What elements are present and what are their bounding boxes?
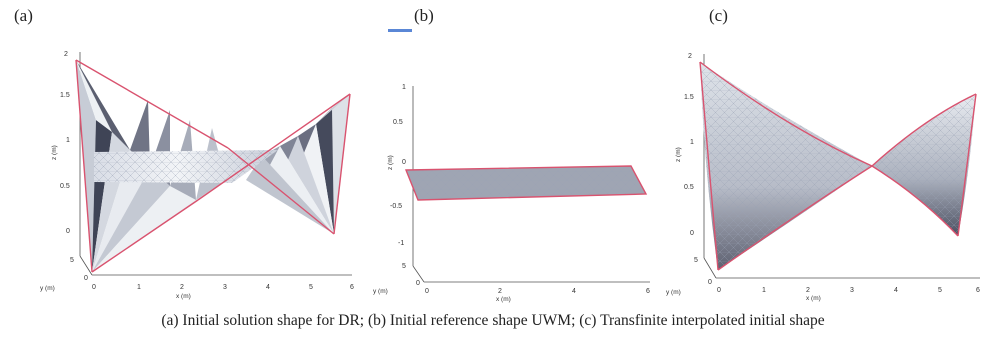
- panel-c-z-tick: 1: [690, 139, 694, 146]
- panel-c-y-tick: 5: [694, 257, 698, 264]
- panel-c-x-tick: 1: [762, 287, 766, 294]
- panel-a-z-tick: 1.5: [60, 92, 70, 99]
- panel-c-z-label: z (m): [675, 147, 682, 162]
- panel-a-y-tick: 0: [84, 275, 88, 282]
- panel-b-x-tick: 4: [572, 288, 576, 295]
- panel-b-x-tick: 0: [425, 288, 429, 295]
- panel-b-z-tick: -1: [398, 240, 404, 247]
- panel-a-right-fan: [246, 94, 350, 234]
- panel-b-plot: 1 0.5 0 -0.5 -1 z (m) 5 0 y (m) 0 2 4 6 …: [373, 84, 650, 303]
- panel-a-z-tick: 2: [64, 51, 68, 58]
- panel-a-x-tick: 6: [350, 284, 354, 291]
- panel-b-z-label: z (m): [387, 155, 394, 170]
- panel-a-label: (a): [14, 6, 33, 25]
- panel-a-x-label: x (m): [176, 293, 191, 300]
- panel-a-x-tick: 5: [309, 284, 313, 291]
- panel-c-x-tick: 3: [850, 287, 854, 294]
- panel-b-x-tick: 6: [646, 288, 650, 295]
- panel-b-x-tick: 2: [498, 288, 502, 295]
- panel-c-y-tick: 0: [708, 279, 712, 286]
- panel-a-y-label: y (m): [40, 285, 55, 292]
- panel-a-x-tick: 4: [266, 284, 270, 291]
- panel-c-x-label: x (m): [806, 295, 821, 302]
- panel-b-label: (b): [414, 6, 434, 25]
- panel-c-z-tick: 0.5: [684, 184, 694, 191]
- panel-a-x-tick: 1: [137, 284, 141, 291]
- figure-caption: (a) Initial solution shape for DR; (b) I…: [161, 312, 825, 329]
- panel-a-y-axis: [79, 255, 93, 276]
- selection-marker: [388, 29, 412, 32]
- panel-c-z-tick: 2: [688, 53, 692, 60]
- panel-b-z-tick: 0.5: [393, 119, 403, 126]
- panel-b-y-label: y (m): [373, 288, 388, 295]
- panel-b-z-tick: 0: [402, 159, 406, 166]
- panel-a-x-tick: 0: [92, 284, 96, 291]
- panel-c-x-tick: 5: [938, 287, 942, 294]
- panel-b-z-tick: 1: [402, 84, 406, 91]
- panel-c-y-label: y (m): [666, 289, 681, 296]
- panel-c-label: (c): [709, 6, 728, 25]
- panel-c-boundary: [699, 61, 977, 271]
- panel-c-x-tick: 4: [894, 287, 898, 294]
- panel-a-plot: 2 1.5 1 0.5 0 z (m) 5 0 y (m) 0 1 2 3 4 …: [40, 51, 354, 300]
- panel-b-y-tick: 5: [402, 263, 406, 270]
- panel-c-z-tick: 1.5: [684, 94, 694, 101]
- panel-b-z-tick: -0.5: [390, 203, 402, 210]
- panel-b-boundary: [404, 165, 648, 201]
- panel-c-z-tick: 0: [690, 230, 694, 237]
- panel-a-x-tick: 3: [223, 284, 227, 291]
- panel-b-y-axis: [412, 265, 425, 283]
- panel-b-x-label: x (m): [496, 296, 511, 303]
- panel-a-y-tick: 5: [70, 257, 74, 264]
- panel-c-x-tick: 2: [806, 287, 810, 294]
- panel-c-x-tick: 6: [976, 287, 980, 294]
- panel-c-y-axis: [703, 257, 717, 279]
- panel-a-z-tick: 1: [66, 137, 70, 144]
- panel-c-x-tick: 0: [717, 287, 721, 294]
- panel-a-z-label: z (m): [51, 145, 58, 160]
- panel-b-y-tick: 0: [416, 280, 420, 287]
- panel-a-x-tick: 2: [180, 284, 184, 291]
- panel-a-boundary: [75, 59, 351, 273]
- panel-c-plot: 2 1.5 1 0.5 0 z (m) 5 0 y (m) 0 1 2 3 4 …: [666, 53, 980, 302]
- panel-a-z-tick: 0.5: [60, 183, 70, 190]
- panel-a-z-tick: 0: [66, 228, 70, 235]
